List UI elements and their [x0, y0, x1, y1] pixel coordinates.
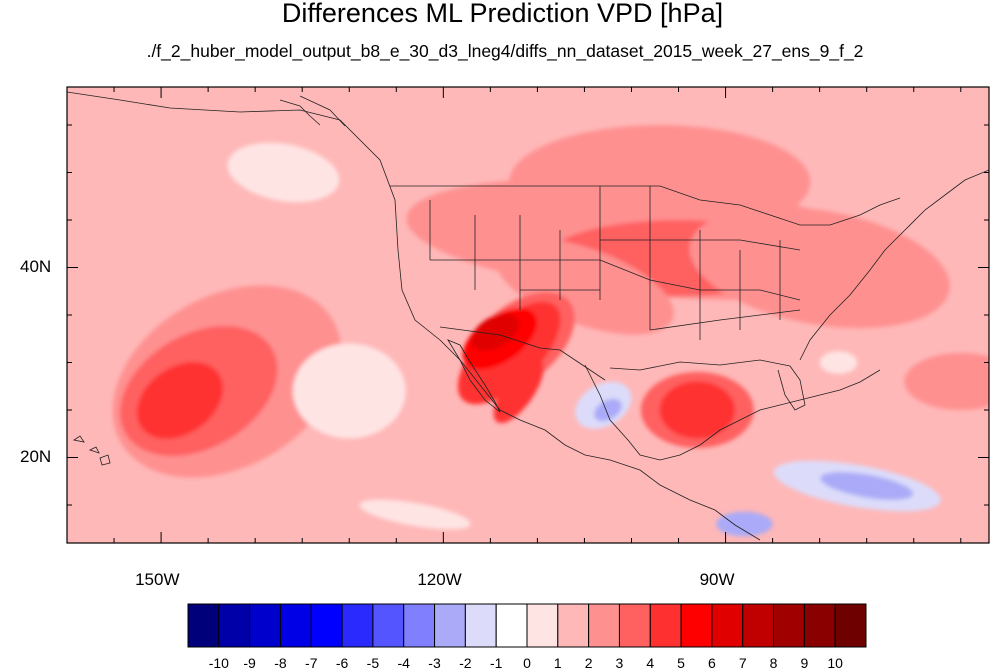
field-contour-2: [136, 362, 223, 439]
colorbar-tick-label: -7: [305, 655, 318, 671]
colorbar-tick-label: 5: [677, 655, 685, 671]
lat-label-20n: 20N: [20, 446, 52, 466]
field-contour-23: [359, 499, 471, 530]
colorbar-tick-label: -1: [489, 655, 503, 671]
colorbar-tick-label: 1: [553, 655, 562, 671]
colorbar-swatch: [434, 603, 466, 648]
lat-label-40n: 40N: [20, 256, 52, 276]
baja-california-outline: [447, 339, 501, 413]
us-canada-border: [390, 185, 901, 226]
map-plot-area: [66, 86, 990, 544]
field-contour-15: [904, 353, 989, 410]
alaska-panhandle-islands: [279, 95, 346, 127]
field-contour-24: [819, 351, 858, 374]
field-contour-22: [716, 511, 773, 537]
colorbar-swatch: [618, 603, 651, 648]
colorbar-tick-label: 10: [827, 655, 843, 671]
field-contour-12: [493, 358, 544, 424]
colorbar-tick-label: -6: [335, 655, 349, 671]
colorbar-tick-label: 8: [769, 655, 778, 671]
map-subtitle: ./f_2_huber_model_output_b8_e_30_d3_lneg…: [146, 41, 864, 61]
colorbar: [187, 603, 867, 648]
colorbar-swatch: [680, 603, 713, 648]
colorbar-swatch: [773, 603, 805, 648]
east-coast: [799, 169, 989, 361]
map-title: Differences ML Prediction VPD [hPa]: [281, 0, 724, 28]
colorbar-tick-label: -10: [208, 655, 229, 671]
lon-label-120w: 120W: [417, 570, 462, 589]
colorbar-swatch: [341, 603, 374, 648]
colorbar-swatch: [464, 603, 497, 648]
field-contour-16: [227, 142, 340, 203]
us-mexico-border: [439, 326, 606, 381]
colorbar-swatch: [742, 603, 775, 648]
colorbar-tick-label: 0: [523, 655, 531, 671]
field-contour-19: [594, 398, 622, 422]
colorbar-swatch: [495, 603, 528, 648]
colorbar-swatch: [310, 603, 343, 648]
colorbar-swatch: [218, 603, 251, 648]
field-contour-17: [292, 343, 406, 439]
field-contour-14: [659, 381, 735, 439]
colorbar-swatch: [557, 603, 590, 648]
colorbar-tick-label: 6: [708, 655, 716, 671]
colorbar-swatch: [803, 603, 836, 648]
field-contour-11: [471, 313, 520, 351]
colorbar-swatch: [649, 603, 682, 648]
coastlines-and-borders: [67, 91, 989, 541]
field-contour-6: [689, 206, 950, 329]
north-america-coastline: [67, 91, 761, 541]
hawaii-islands: [72, 435, 111, 466]
colorbar-swatch: [187, 603, 220, 648]
colorbar-swatch: [711, 603, 744, 648]
colorbar-swatch: [588, 603, 620, 648]
colorbar-tick-label: -2: [459, 655, 472, 671]
colorbar-tick-label: 3: [615, 655, 624, 671]
field-contour-7: [495, 238, 674, 335]
field-contours: [112, 125, 989, 537]
colorbar-swatch: [249, 603, 281, 648]
colorbar-swatch: [834, 603, 867, 648]
lon-label-150w: 150W: [135, 570, 180, 589]
colorbar-tick-label: -9: [243, 655, 256, 671]
colorbar-tick-label: 7: [738, 655, 747, 671]
colorbar-swatch: [372, 603, 405, 648]
colorbar-swatch: [403, 603, 436, 648]
colorbar-tick-label: -3: [428, 655, 441, 671]
colorbar-swatch: [279, 603, 312, 648]
colorbar-tick-label: 4: [646, 655, 655, 671]
lon-label-90w: 90W: [699, 570, 735, 589]
axis-ticks: [67, 87, 989, 543]
field-contour-21: [820, 472, 914, 500]
gulf-of-mexico-coastline: [584, 364, 881, 461]
colorbar-tick-label: 9: [800, 655, 809, 671]
colorbar-swatch: [526, 603, 559, 648]
colorbar-tick-label: -8: [274, 655, 287, 671]
colorbar-tick-label: -5: [366, 655, 380, 671]
colorbar-tick-label: 2: [584, 655, 593, 671]
gulf-coast-us: [609, 359, 806, 411]
state-line-2: [430, 239, 801, 331]
colorbar-tick-label: -4: [397, 655, 410, 671]
